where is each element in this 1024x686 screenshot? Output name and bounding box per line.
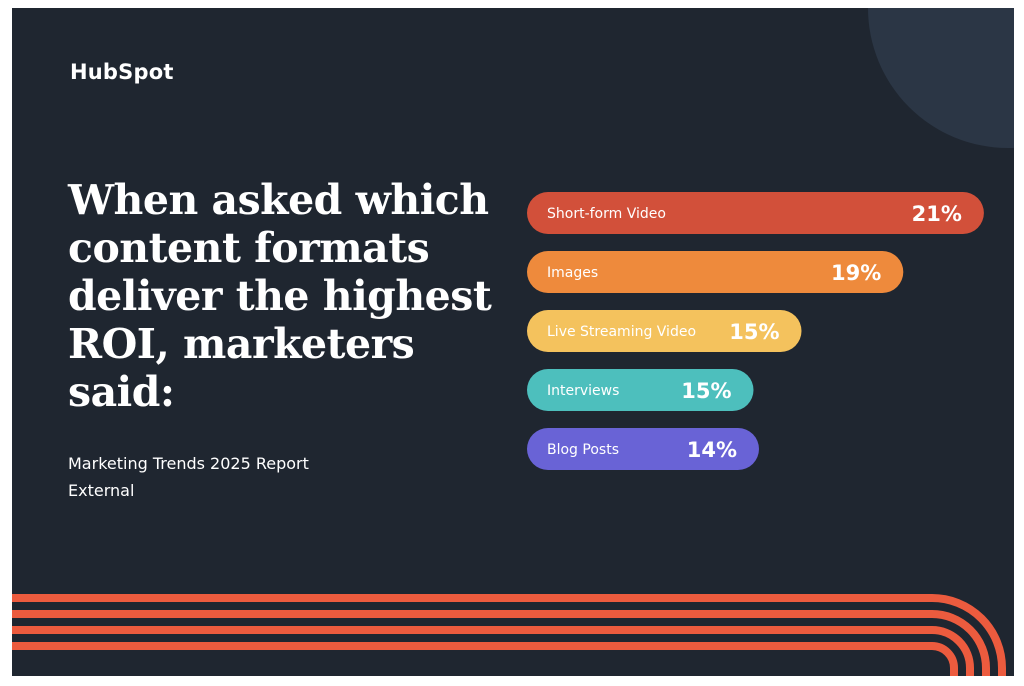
bar	[527, 428, 759, 470]
bar-category-label: Blog Posts	[547, 442, 619, 458]
infographic-card: HubSpot When asked which content formats…	[12, 8, 1014, 676]
bar-group-3: Interviews 15%	[527, 369, 754, 411]
bar	[527, 310, 802, 352]
stripe-line	[12, 626, 974, 676]
bar-category-label: Short-form Video	[547, 206, 666, 222]
source-report: Marketing Trends 2025 Report	[68, 454, 309, 473]
source-visibility: External	[68, 481, 135, 500]
bar-category-label: Live Streaming Video	[547, 324, 696, 340]
bar-group-0: Short-form Video 21%	[527, 192, 984, 234]
bar-category-label: Images	[547, 265, 598, 281]
bar-value-label: 14%	[687, 438, 737, 462]
bar-group-4: Blog Posts 14%	[527, 428, 759, 470]
bar-value-label: 15%	[681, 379, 731, 403]
stripe-line	[12, 642, 958, 676]
bar-group-1: Images 19%	[527, 251, 904, 293]
source-note: Marketing Trends 2025 Report External	[68, 450, 309, 504]
bar-category-label: Interviews	[547, 383, 619, 399]
stripe-line	[12, 610, 990, 676]
roi-bar-chart: Short-form Video 21% Images 19% Live Streami…	[527, 192, 984, 470]
bar	[527, 192, 984, 234]
headline: When asked which content formats deliver…	[68, 176, 492, 416]
stripe-line	[12, 594, 1006, 676]
bar-value-label: 19%	[831, 261, 881, 285]
bar-group-2: Live Streaming Video 15%	[527, 310, 802, 352]
bar-value-label: 21%	[912, 202, 962, 226]
bar	[527, 251, 904, 293]
bar	[527, 369, 754, 411]
bar-value-label: 15%	[729, 320, 779, 344]
decorative-stripes	[12, 594, 1006, 676]
hubspot-logo: HubSpot	[70, 60, 174, 84]
